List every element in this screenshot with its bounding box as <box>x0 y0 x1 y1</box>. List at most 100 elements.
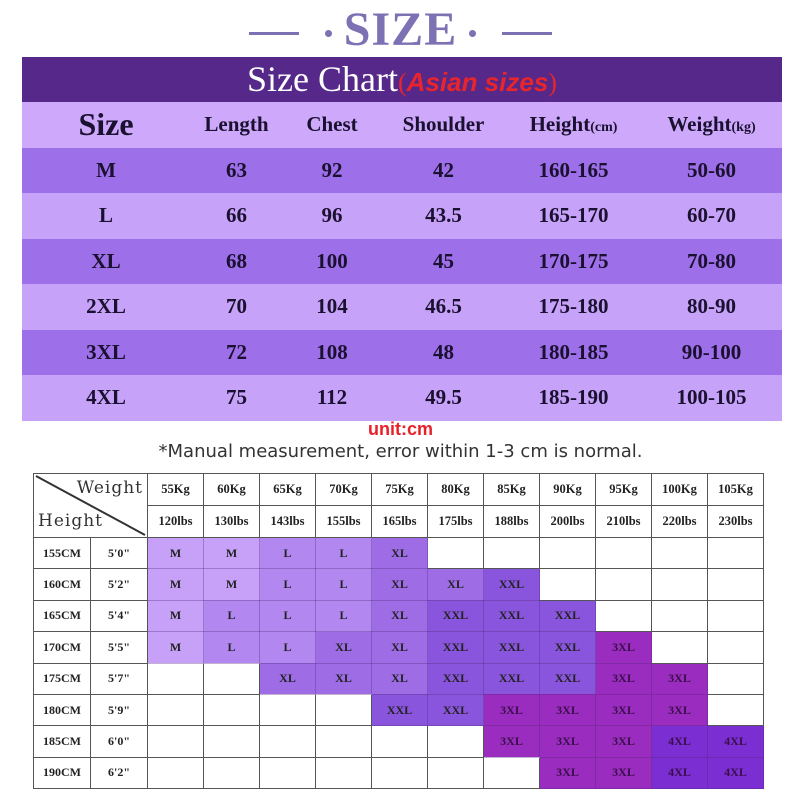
cell-weight: 70-80 <box>687 248 736 273</box>
height-row: 180CM 5'9" XXL XXL 3XL 3XL 3XL 3XL <box>33 693 764 727</box>
size-cell: 4XL <box>707 725 764 758</box>
size-cell <box>371 756 428 790</box>
size-cell <box>595 599 652 633</box>
cell-weight: 60-70 <box>687 203 736 228</box>
size-cell <box>147 756 204 790</box>
height-row: 190CM 6'2" 3XL 3XL 4XL 4XL <box>33 756 764 790</box>
diagonal-divider <box>35 475 146 536</box>
weight-kg-header: 70Kg <box>315 473 372 506</box>
weight-lbs-header: 200lbs <box>539 505 596 538</box>
size-chart-table: Size Length Chest Shoulder Height(cm) We… <box>22 102 782 421</box>
size-cell: 3XL <box>483 693 540 727</box>
size-chart-title-band: Size Chart(Asian sizes) <box>22 57 782 102</box>
size-cell: L <box>315 599 372 633</box>
size-cell: M <box>147 536 204 570</box>
weight-lbs-header: 220lbs <box>651 505 708 538</box>
weight-kg-header: 80Kg <box>427 473 484 506</box>
size-cell <box>427 536 484 570</box>
size-cell: XL <box>371 599 428 633</box>
cell-shoulder: 45 <box>433 248 454 273</box>
size-cell: 3XL <box>595 725 652 758</box>
size-cell: XXL <box>427 693 484 727</box>
height-cm: 165CM <box>33 599 91 633</box>
size-cell: XXL <box>539 599 596 633</box>
weight-kg-header: 95Kg <box>595 473 652 506</box>
weight-lbs-header: 230lbs <box>707 505 764 538</box>
size-cell <box>651 536 708 570</box>
size-cell: M <box>203 536 260 570</box>
size-cell <box>539 536 596 570</box>
cell-height: 170-175 <box>538 248 609 273</box>
size-cell: L <box>259 599 316 633</box>
weight-lbs-header: 165lbs <box>371 505 428 538</box>
size-cell <box>651 599 708 633</box>
corner-cell: Weight Height <box>33 473 148 538</box>
weight-kg-header: 75Kg <box>371 473 428 506</box>
height-cm: 160CM <box>33 568 91 601</box>
size-cell <box>315 756 372 790</box>
height-row: 175CM 5'7" XL XL XL XXL XXL XXL 3XL 3XL <box>33 662 764 695</box>
size-chart-row: XL 68 100 45 170-175 70-80 <box>22 238 782 284</box>
size-cell: XXL <box>427 631 484 664</box>
weight-lbs-header: 210lbs <box>595 505 652 538</box>
size-cell <box>483 536 540 570</box>
size-cell: L <box>315 536 372 570</box>
size-chart-header-row: Size Length Chest Shoulder Height(cm) We… <box>22 102 782 148</box>
size-cell: XL <box>315 662 372 695</box>
cell-height: 165-170 <box>538 203 609 228</box>
cell-size: 2XL <box>86 294 126 319</box>
cell-shoulder: 48 <box>433 339 454 364</box>
header-height: Height(cm) <box>529 112 618 137</box>
size-cell <box>539 568 596 601</box>
weight-kg-header: 85Kg <box>483 473 540 506</box>
size-cell <box>707 568 764 601</box>
cell-length: 66 <box>226 203 247 228</box>
cell-weight: 90-100 <box>681 339 742 364</box>
size-cell: 3XL <box>595 756 652 790</box>
height-cm: 185CM <box>33 725 91 758</box>
cell-shoulder: 43.5 <box>425 203 462 228</box>
header-length: Length <box>204 112 269 137</box>
height-cm: 175CM <box>33 662 91 695</box>
size-cell: XXL <box>483 568 540 601</box>
height-ft: 6'2" <box>90 756 148 790</box>
header-chest: Chest <box>306 112 358 137</box>
size-cell: 3XL <box>595 631 652 664</box>
size-cell: XL <box>315 631 372 664</box>
height-ft: 5'2" <box>90 568 148 601</box>
size-chart-subtitle: Asian sizes <box>406 67 549 97</box>
size-cell: M <box>147 568 204 601</box>
cell-chest: 100 <box>316 248 348 273</box>
size-cell: XXL <box>371 693 428 727</box>
size-cell: XXL <box>483 599 540 633</box>
size-cell: L <box>259 631 316 664</box>
size-cell: 3XL <box>539 725 596 758</box>
corner-height-label: Height <box>38 511 103 531</box>
height-row: 165CM 5'4" M L L L XL XXL XXL XXL <box>33 599 764 633</box>
size-cell: L <box>203 599 260 633</box>
size-cell <box>147 725 204 758</box>
cell-length: 72 <box>226 339 247 364</box>
cell-length: 63 <box>226 157 247 182</box>
size-cell <box>203 725 260 758</box>
height-row: 185CM 6'0" 3XL 3XL 3XL 4XL 4XL <box>33 725 764 758</box>
height-ft: 5'7" <box>90 662 148 695</box>
decorative-dash <box>502 32 553 36</box>
size-cell <box>315 725 372 758</box>
size-cell <box>259 725 316 758</box>
height-ft: 5'0" <box>90 536 148 570</box>
weight-lbs-header: 175lbs <box>427 505 484 538</box>
cell-size: XL <box>91 248 121 273</box>
cell-size: M <box>96 157 116 182</box>
size-cell: 3XL <box>651 693 708 727</box>
size-chart-row: L 66 96 43.5 165-170 60-70 <box>22 193 782 239</box>
cell-height: 160-165 <box>538 157 609 182</box>
cell-chest: 104 <box>316 294 348 319</box>
decorative-dash <box>248 32 299 36</box>
size-cell: 4XL <box>651 725 708 758</box>
weight-kg-header: 90Kg <box>539 473 596 506</box>
height-row: 170CM 5'5" M L L XL XL XXL XXL XXL 3XL <box>33 631 764 664</box>
size-cell <box>595 568 652 601</box>
size-cell <box>203 662 260 695</box>
title-text: SIZE <box>343 3 458 56</box>
